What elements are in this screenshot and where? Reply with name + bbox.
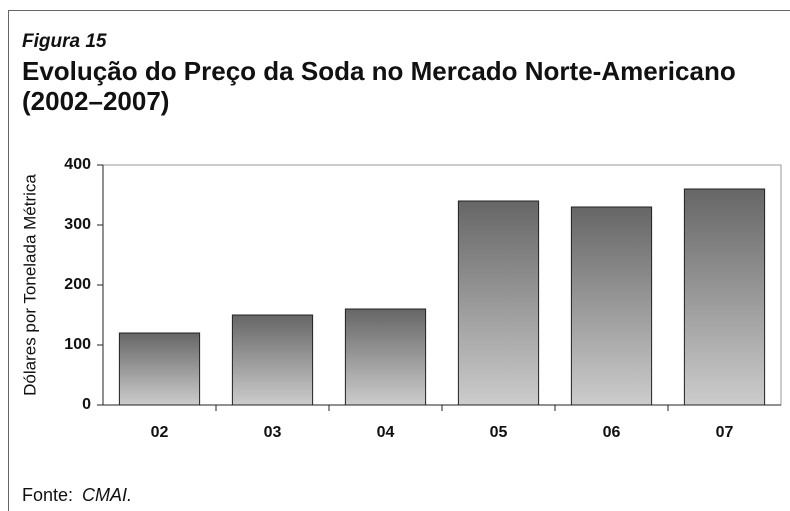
x-tick-label: 04 — [377, 424, 395, 441]
y-axis-label: Dólares por Tonelada Métrica — [20, 174, 39, 396]
y-tick-label: 300 — [64, 216, 91, 233]
bar — [344, 308, 427, 406]
x-tick-label: 05 — [490, 424, 508, 441]
chart-subtitle: (2002–2007) — [22, 86, 169, 116]
y-tick-label: 100 — [64, 336, 91, 353]
x-tick-label: 03 — [264, 424, 282, 441]
x-tick-label: 02 — [151, 424, 169, 441]
bar — [683, 188, 766, 406]
y-tick-label: 0 — [82, 396, 91, 413]
bar — [118, 332, 201, 406]
x-tick-label: 06 — [603, 424, 621, 441]
x-tick-label: 07 — [716, 424, 734, 441]
bar — [570, 206, 653, 406]
chart-title: Evolução do Preço da Soda no Mercado Nor… — [22, 56, 736, 86]
bar — [231, 314, 314, 406]
y-tick-label: 400 — [64, 156, 91, 173]
source: CMAI. — [82, 485, 132, 505]
bar — [457, 200, 540, 406]
y-tick-label: 200 — [64, 276, 91, 293]
plot-frame — [102, 164, 782, 406]
source-label: Fonte: — [22, 485, 73, 505]
figure-label: Figura 15 — [22, 31, 107, 52]
